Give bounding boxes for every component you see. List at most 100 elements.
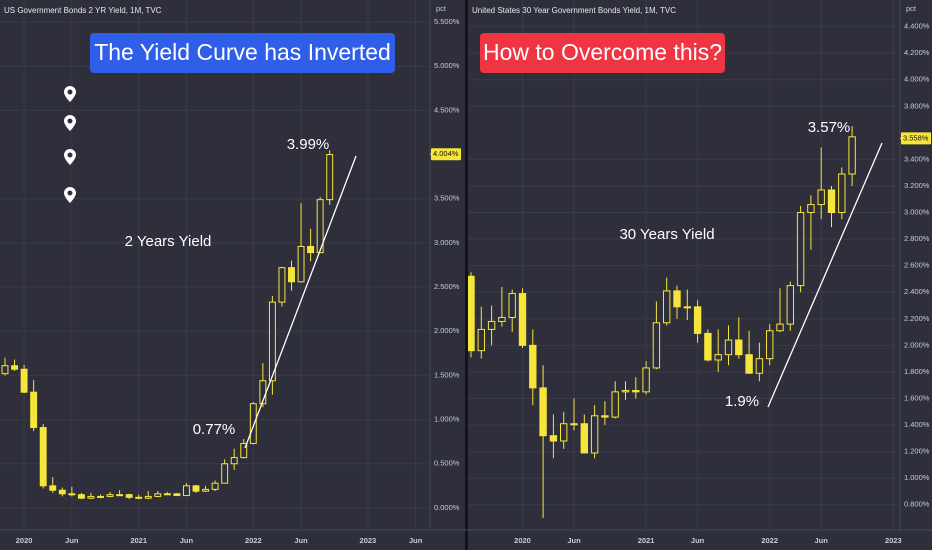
candle-body [735,339,743,356]
candle-body [776,323,784,332]
candle-body [135,496,143,499]
y-tick-label: 4.000% [904,75,930,84]
y-tick-label: 0.500% [434,459,460,468]
x-tick-label: Jun [294,536,308,545]
candle-body [202,488,210,492]
candle-body [518,293,527,346]
y-tick-label: 3.400% [904,154,930,163]
candle-body [30,391,38,429]
candle-body [683,306,691,309]
candle-body [673,290,681,308]
candle-body [827,189,836,214]
candle-body [240,442,248,459]
annotation: 0.77% [193,421,236,438]
y-tick-label: 2.000% [904,340,930,349]
candle-body [611,391,619,418]
plot-area [0,0,430,530]
candle-body [182,485,190,497]
candle-body [77,494,85,499]
y-tick-label: 1.000% [434,415,460,424]
x-tick-label: Jun [409,536,423,545]
candle-body [316,199,324,254]
unit-label: pct [436,4,447,13]
candle-body [221,463,229,484]
candle-body [487,320,496,330]
y-tick-label: 3.000% [434,238,460,247]
x-tick-label: 2020 [514,536,531,545]
y-tick-label: 2.500% [434,282,460,291]
candle-body [68,493,76,496]
chart-title: United States 30 Year Government Bonds Y… [472,6,676,15]
candle-body [49,485,57,491]
candle-body [508,293,516,318]
x-tick-label: Jun [180,536,194,545]
candle-body [807,204,815,214]
candle-body [468,275,475,352]
x-tick-label: 2020 [16,536,33,545]
trend-line [244,155,357,449]
candle-body [58,489,66,495]
candle-body [549,435,558,442]
candle-body [1,365,9,375]
candle-body [817,189,825,206]
candle-body [580,423,588,454]
banner [480,33,725,73]
y-tick-label: 1.600% [904,393,930,402]
chart-title: US Government Bonds 2 YR Yield, 1M, TVC [4,6,162,15]
y-tick-label: 3.200% [904,181,930,190]
candle-body [663,290,671,324]
candle-body [786,285,794,325]
y-tick-label: 3.800% [904,101,930,110]
candle-body [745,354,753,374]
candle-body [714,354,722,361]
candle-body [560,423,568,442]
subtitle: 2 Years Yield [125,233,212,250]
candle-body [163,493,171,496]
candle-body [211,482,219,490]
banner-text: The Yield Curve has Inverted [94,39,391,65]
candle-body [529,344,537,389]
y-tick-label: 1.400% [904,420,930,429]
candle-body [192,485,200,492]
x-tick-label: 2023 [360,536,377,545]
candle-body [278,267,286,303]
trend-line [767,142,883,408]
candle-body [97,495,104,498]
candle-body [477,328,485,352]
x-tick-label: Jun [691,536,705,545]
candle-body [173,493,181,497]
x-tick-label: 2023 [885,536,902,545]
candle-body [539,387,547,437]
candle-body [106,494,114,497]
candle-body [601,415,609,418]
candle-body [268,301,276,382]
x-tick-label: 2021 [130,536,147,545]
x-tick-label: Jun [815,536,829,545]
candle-body [621,390,630,393]
y-tick-label: 4.400% [904,22,930,31]
unit-label: pct [906,4,917,13]
candle-body [39,427,47,487]
y-tick-label: 0.000% [434,503,460,512]
y-tick-label: 1.800% [904,367,930,376]
candle-body [755,358,764,374]
candle-body [87,495,95,499]
candle-body [125,494,133,498]
candle-body [796,212,805,287]
last-price-badge [431,148,461,161]
annotation: 3.57% [808,119,851,136]
annotation: 1.9% [725,393,759,410]
candle-body [288,267,295,283]
candle-body [838,173,846,214]
last-price-badge [901,132,931,145]
candle-body [116,494,124,497]
candle-body [297,245,305,283]
candle-body [590,415,599,454]
candle-body [144,495,152,499]
subtitle: 30 Years Yield [619,226,714,243]
y-tick-label: 5.500% [434,17,460,26]
candle-body [632,390,640,393]
